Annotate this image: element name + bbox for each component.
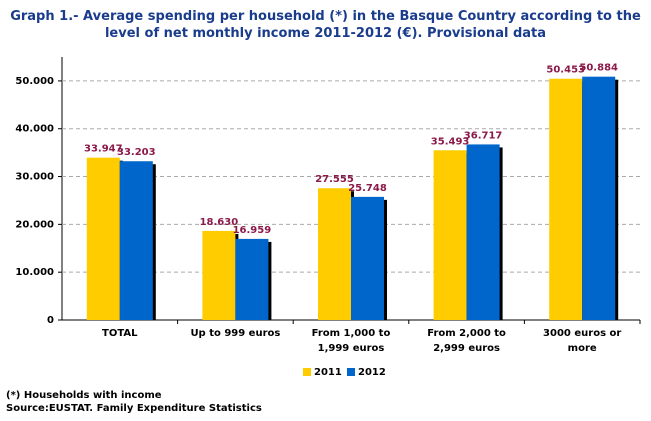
bar — [119, 161, 153, 320]
value-label: 35.493 — [431, 136, 470, 147]
legend-label: 2011 — [314, 367, 342, 378]
legend-swatch — [303, 368, 311, 376]
y-tick-label: 10.000 — [15, 267, 54, 278]
y-tick-label: 0 — [47, 315, 54, 326]
x-tick-label: From 1,000 to 1,999 euros — [311, 328, 391, 354]
legend-swatch — [347, 368, 355, 376]
bar — [318, 188, 351, 320]
y-tick-label: 30.000 — [15, 172, 54, 183]
value-label: 36.717 — [464, 130, 503, 141]
x-tick-label: 3000 euros or more — [543, 328, 622, 354]
bar — [351, 196, 384, 320]
x-tick-label: Up to 999 euros — [190, 328, 281, 339]
footnote: (*) Households with income — [6, 390, 162, 401]
value-label: 50.884 — [579, 63, 618, 74]
y-tick-label: 40.000 — [15, 124, 54, 135]
x-tick-label: From 2,000 to 2,999 euros — [427, 328, 506, 354]
bar — [582, 76, 616, 320]
value-label: 33.203 — [117, 147, 156, 158]
y-tick-label: 20.000 — [15, 219, 54, 230]
y-tick-label: 50.000 — [15, 76, 54, 87]
value-label: 33.947 — [84, 144, 123, 155]
x-tick-label: TOTAL — [102, 328, 138, 339]
bar — [86, 157, 120, 320]
value-label: 27.555 — [315, 174, 354, 185]
value-label: 50.453 — [546, 65, 585, 76]
value-label: 16.959 — [233, 225, 272, 236]
bar — [433, 150, 467, 320]
bar — [235, 238, 269, 320]
value-label: 18.630 — [200, 217, 239, 228]
legend-label: 2012 — [358, 367, 386, 378]
bar — [466, 144, 500, 320]
bar — [549, 78, 583, 321]
chart-title: Graph 1.- Average spending per household… — [10, 9, 641, 41]
value-label: 25.748 — [348, 183, 387, 194]
bar — [202, 230, 236, 320]
source: Source:EUSTAT. Family Expenditure Statis… — [6, 403, 262, 414]
